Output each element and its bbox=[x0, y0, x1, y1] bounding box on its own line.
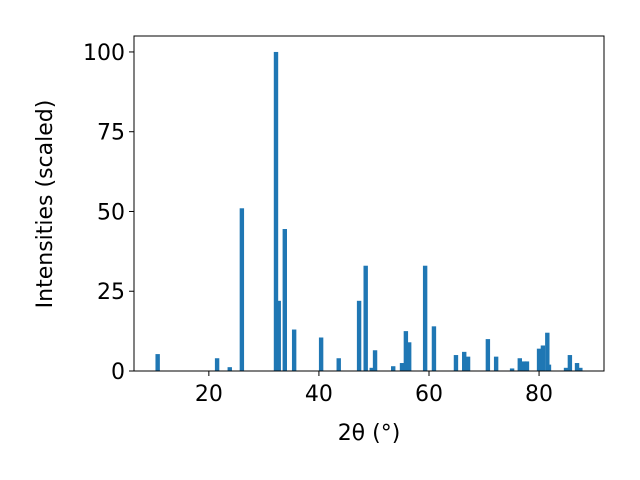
bar bbox=[276, 300, 281, 371]
x-tick-label: 20 bbox=[195, 382, 223, 407]
bar bbox=[574, 363, 580, 371]
bar bbox=[363, 265, 368, 371]
bar bbox=[239, 208, 245, 371]
x-tick-label: 60 bbox=[415, 382, 443, 407]
bar bbox=[318, 337, 324, 371]
x-tick-label: 40 bbox=[305, 382, 333, 407]
bar bbox=[356, 300, 362, 371]
bar bbox=[536, 348, 542, 371]
bar bbox=[521, 361, 527, 371]
bar bbox=[422, 265, 428, 371]
bar bbox=[399, 363, 405, 371]
bar bbox=[155, 354, 160, 371]
bar bbox=[431, 326, 437, 371]
bar bbox=[403, 331, 409, 371]
y-tick-label: 50 bbox=[97, 200, 125, 225]
y-tick-label: 100 bbox=[83, 41, 125, 66]
bar bbox=[567, 355, 573, 371]
bar bbox=[227, 367, 232, 371]
bar bbox=[465, 356, 471, 371]
bar bbox=[545, 332, 550, 371]
x-axis-label: 2θ (°) bbox=[338, 421, 401, 446]
bar bbox=[369, 367, 374, 371]
bar bbox=[462, 351, 467, 371]
bar bbox=[406, 342, 412, 371]
y-tick-label: 75 bbox=[97, 121, 125, 146]
bar bbox=[214, 358, 220, 371]
bar bbox=[524, 361, 530, 371]
bar bbox=[453, 355, 459, 371]
bar bbox=[546, 364, 552, 371]
plot-frame bbox=[133, 35, 605, 372]
bar bbox=[336, 358, 341, 371]
y-tick-label: 25 bbox=[97, 280, 125, 305]
bar bbox=[372, 350, 378, 371]
bar bbox=[563, 367, 569, 371]
y-tick-label: 0 bbox=[111, 360, 125, 385]
bar bbox=[578, 367, 583, 371]
x-tick-label: 80 bbox=[525, 382, 553, 407]
bar bbox=[273, 51, 279, 371]
bar bbox=[291, 329, 297, 371]
bar bbox=[485, 339, 491, 371]
y-axis-label: Intensities (scaled) bbox=[33, 100, 58, 309]
bar bbox=[282, 229, 287, 371]
bar bbox=[517, 358, 522, 371]
bar bbox=[493, 356, 499, 371]
bar bbox=[391, 366, 396, 371]
bar bbox=[509, 368, 515, 371]
bar bbox=[540, 345, 546, 371]
